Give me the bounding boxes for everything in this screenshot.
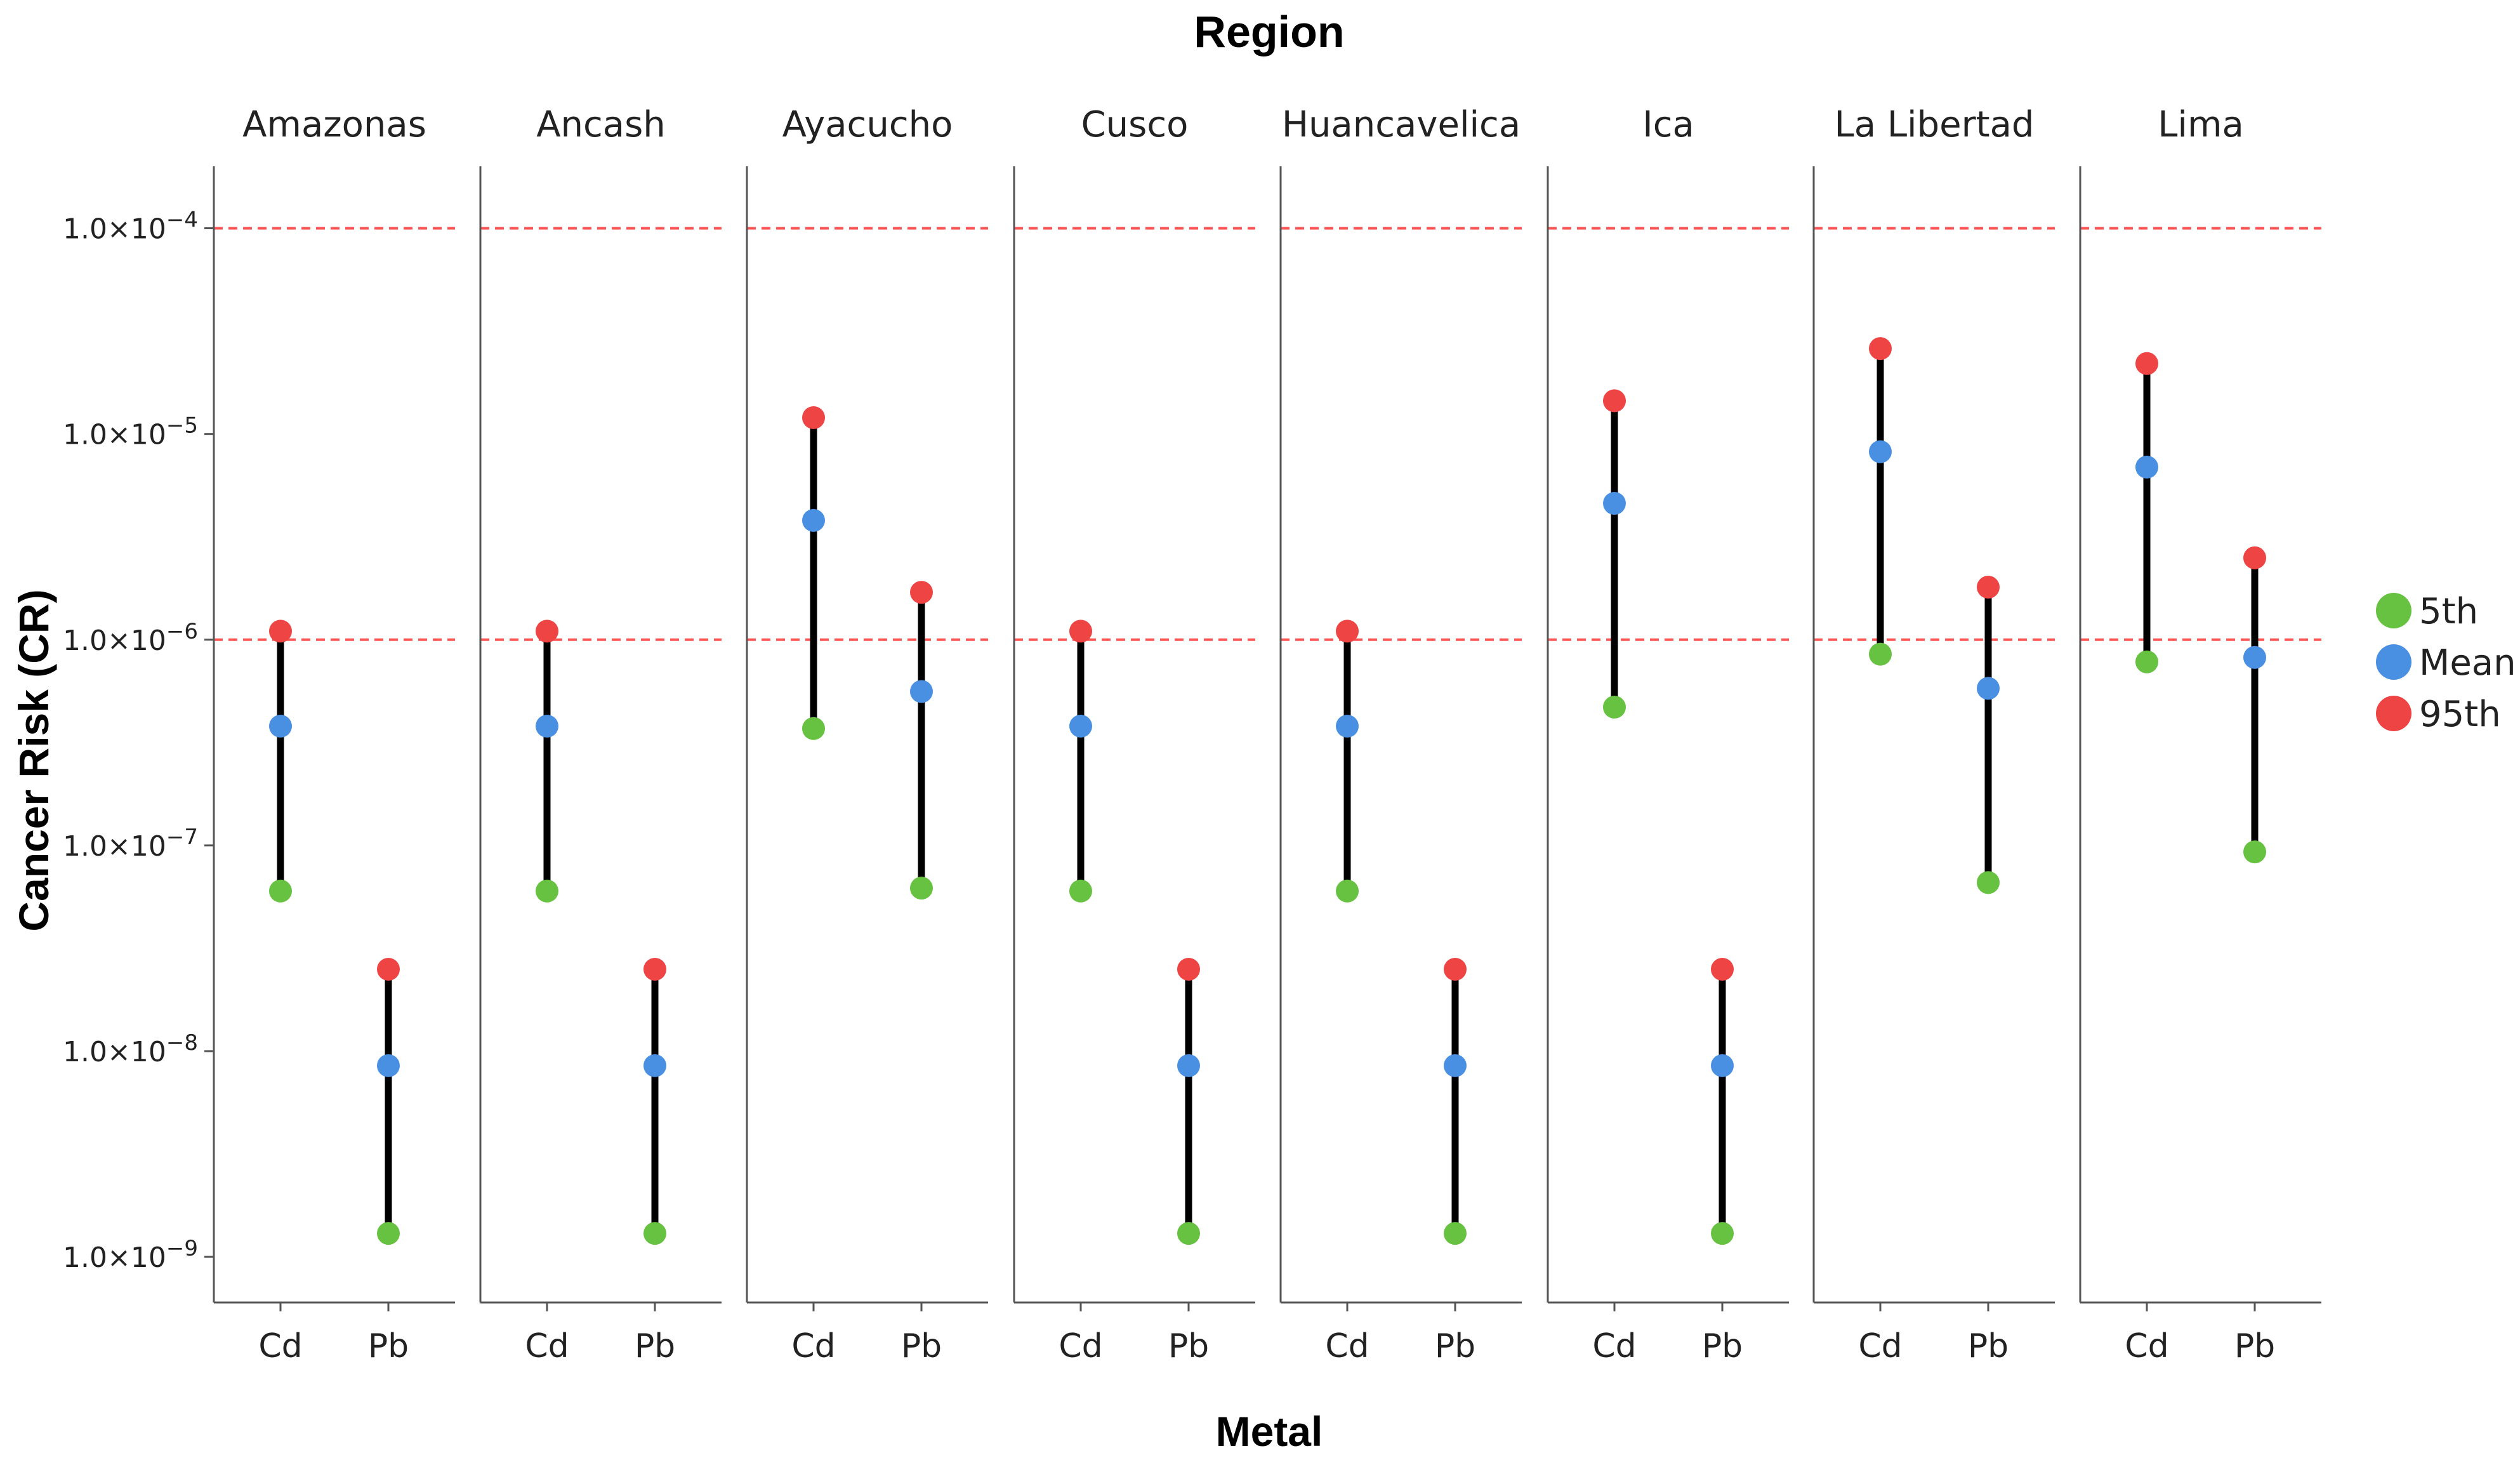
panel-huancavelica: Huancavelica Cd Pb bbox=[1279, 104, 1522, 1365]
panel-strip-label: Ica bbox=[1642, 104, 1694, 145]
point-p5 bbox=[1869, 642, 1892, 666]
point-p5 bbox=[2243, 840, 2266, 864]
point-p95 bbox=[910, 581, 933, 604]
point-mean bbox=[536, 714, 558, 738]
point-p5 bbox=[2135, 650, 2158, 673]
point-p5 bbox=[536, 879, 558, 903]
point-p95 bbox=[1177, 958, 1200, 981]
point-mean bbox=[643, 1054, 666, 1077]
legend-key-p5 bbox=[2376, 593, 2411, 628]
point-mean bbox=[2243, 646, 2266, 669]
panel-ayacucho: Ayacucho Cd Pb bbox=[746, 104, 988, 1365]
point-mean bbox=[2135, 455, 2158, 479]
legend: 5th Mean 95th bbox=[2376, 591, 2516, 735]
chart-title: Region bbox=[1194, 7, 1344, 56]
y-tick-label: 1.0×10−7 bbox=[63, 825, 198, 863]
x-tick-label: Pb bbox=[1702, 1327, 1743, 1365]
legend-label: 5th bbox=[2419, 591, 2478, 632]
point-mean bbox=[1869, 440, 1892, 463]
panel-strip-label: Huancavelica bbox=[1282, 104, 1521, 145]
point-p95 bbox=[802, 406, 825, 430]
panel-ancash: Ancash Cd Pb bbox=[479, 104, 722, 1365]
y-tick-label: 1.0×10−6 bbox=[63, 619, 198, 657]
legend-label: Mean bbox=[2419, 642, 2516, 684]
point-mean bbox=[269, 714, 292, 738]
legend-key-p95 bbox=[2376, 696, 2411, 731]
point-mean bbox=[1177, 1054, 1200, 1077]
y-tick-label: 1.0×10−9 bbox=[63, 1236, 198, 1274]
point-p95 bbox=[2243, 546, 2266, 569]
x-tick-label: Cd bbox=[1059, 1327, 1102, 1365]
x-tick-label: Pb bbox=[1168, 1327, 1209, 1365]
point-mean bbox=[1336, 714, 1359, 738]
x-tick-label: Pb bbox=[1435, 1327, 1475, 1365]
panel-lima: Lima Cd Pb bbox=[2079, 104, 2321, 1365]
point-mean bbox=[1444, 1054, 1467, 1077]
legend-key-mean bbox=[2376, 644, 2411, 680]
y-tick-label: 1.0×10−5 bbox=[63, 413, 198, 451]
point-p95 bbox=[1603, 389, 1626, 413]
point-p95 bbox=[1711, 958, 1734, 981]
point-p5 bbox=[269, 879, 292, 903]
point-p5 bbox=[802, 717, 825, 740]
point-p95 bbox=[1069, 620, 1092, 643]
panel-strip-label: Ayacucho bbox=[782, 104, 953, 145]
panel-strip-label: Cusco bbox=[1081, 104, 1189, 145]
point-p5 bbox=[1977, 871, 2000, 894]
x-tick-label: Pb bbox=[368, 1327, 409, 1365]
panel-strip-label: La Libertad bbox=[1835, 104, 2035, 145]
point-p95 bbox=[377, 958, 400, 981]
point-mean bbox=[1603, 491, 1626, 515]
x-tick-label: Cd bbox=[525, 1327, 569, 1365]
panel-strip-label: Ancash bbox=[536, 104, 666, 145]
point-mean bbox=[1711, 1054, 1734, 1077]
point-p95 bbox=[2135, 352, 2158, 375]
point-p95 bbox=[1444, 958, 1467, 981]
x-tick-label: Cd bbox=[1325, 1327, 1369, 1365]
panel-strip-label: Amazonas bbox=[242, 104, 426, 145]
x-axis-label: Metal bbox=[1216, 1408, 1323, 1455]
point-p5 bbox=[1177, 1222, 1200, 1245]
point-mean bbox=[802, 508, 825, 532]
point-p5 bbox=[643, 1222, 666, 1245]
point-p5 bbox=[1069, 879, 1092, 903]
point-p5 bbox=[1444, 1222, 1467, 1245]
point-p5 bbox=[377, 1222, 400, 1245]
panel-la-libertad: La Libertad Cd Pb bbox=[1812, 104, 2055, 1365]
x-tick-label: Cd bbox=[791, 1327, 835, 1365]
y-tick-label: 1.0×10−8 bbox=[63, 1030, 198, 1068]
x-tick-label: Pb bbox=[1968, 1327, 2009, 1365]
point-p95 bbox=[1869, 337, 1892, 361]
point-p95 bbox=[1336, 620, 1359, 643]
point-p5 bbox=[1603, 696, 1626, 719]
point-p5 bbox=[910, 877, 933, 900]
point-mean bbox=[910, 680, 933, 703]
x-tick-label: Cd bbox=[1592, 1327, 1636, 1365]
point-p95 bbox=[536, 620, 558, 643]
panel-cusco: Cusco Cd Pb bbox=[1013, 104, 1255, 1365]
x-tick-label: Cd bbox=[2125, 1327, 2168, 1365]
point-p95 bbox=[643, 958, 666, 981]
y-axis-label: Cancer Risk (CR) bbox=[10, 589, 57, 931]
x-tick-label: Pb bbox=[901, 1327, 942, 1365]
y-axis: 1.0×10−4 1.0×10−5 1.0×10−6 1.0×10−7 1.0×10−8… bbox=[63, 208, 214, 1274]
point-p5 bbox=[1336, 879, 1359, 903]
x-tick-label: Pb bbox=[2234, 1327, 2275, 1365]
x-tick-label: Cd bbox=[1858, 1327, 1902, 1365]
x-tick-label: Pb bbox=[635, 1327, 675, 1365]
panel-strip-label: Lima bbox=[2158, 104, 2244, 145]
point-mean bbox=[377, 1054, 400, 1077]
point-p5 bbox=[1711, 1222, 1734, 1245]
point-mean bbox=[1977, 677, 2000, 700]
panel-amazonas: Amazonas Cd Pb bbox=[213, 104, 455, 1365]
legend-label: 95th bbox=[2419, 694, 2501, 735]
y-tick-label: 1.0×10−4 bbox=[63, 208, 198, 246]
x-tick-label: Cd bbox=[258, 1327, 302, 1365]
panel-ica: Ica Cd Pb bbox=[1547, 104, 1789, 1365]
point-p95 bbox=[269, 620, 292, 643]
point-mean bbox=[1069, 714, 1092, 738]
point-p95 bbox=[1977, 576, 2000, 599]
